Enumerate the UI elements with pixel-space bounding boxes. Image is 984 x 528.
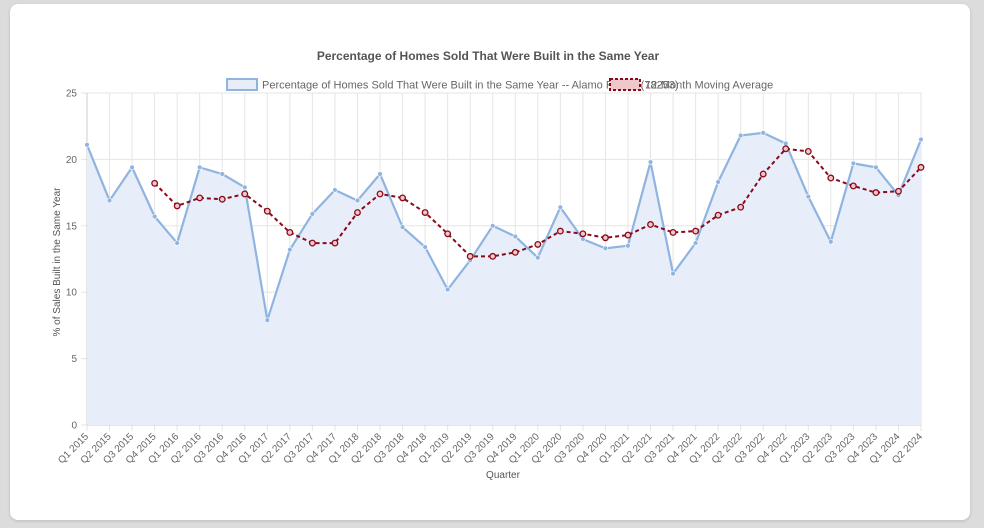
moving-average-point [624,231,632,239]
series-point [783,140,789,147]
legend-swatch-moving-average [609,78,641,91]
series-point [850,160,857,167]
moving-average-point [241,190,249,198]
y-tick-label: 20 [66,155,78,166]
moving-average-point [601,234,609,242]
moving-average-point [308,239,316,247]
moving-average-point [444,230,452,238]
series-point [692,240,699,246]
series-point [174,240,180,246]
series-point [602,245,609,252]
moving-average-point [489,252,497,260]
moving-average-point [669,228,677,236]
series-point [309,211,316,217]
series-point [332,187,338,193]
series-point [377,171,383,177]
series-point [557,204,564,210]
series-point [625,243,631,249]
series-point [647,159,654,165]
series-point [151,213,158,220]
moving-average-point [692,227,700,235]
series-line [85,131,923,322]
moving-average-point [218,195,226,203]
moving-average-point [151,179,159,187]
moving-average-point [376,190,384,198]
x-axis-title: Quarter [486,470,521,481]
series-point [84,142,90,148]
series-point [670,270,676,277]
series-point [760,130,766,136]
moving-average-point [804,147,812,155]
series-point [242,184,248,190]
series-point [106,197,113,204]
moving-average-point [737,203,745,211]
series-point [197,164,203,171]
series-point [219,171,225,177]
series-point [264,317,271,323]
y-tick-label: 25 [66,89,78,100]
chart-title: Percentage of Homes Sold That Were Built… [317,49,660,63]
moving-average-point [354,209,361,216]
legend: Percentage of Homes Sold That Were Built… [226,78,773,92]
moving-average-point [511,248,519,256]
series-point [422,244,428,250]
moving-average-point [759,170,767,178]
y-tick-label: 15 [66,221,78,232]
series-point [354,197,361,204]
chart-svg: Percentage of Homes Sold That Were Built… [52,49,925,481]
moving-average-point [714,211,722,219]
chart-card: Percentage of Homes Sold That Were Built… [10,4,970,520]
series-point [535,254,541,261]
moving-average-point [895,187,902,195]
moving-average-point [466,252,474,260]
legend-swatch-series [226,78,258,91]
y-tick-label: 10 [66,288,78,299]
moving-average-point [647,221,654,228]
y-axis-title: % of Sales Built in the Same Year [52,187,63,337]
moving-average-point [917,163,925,171]
moving-average-point [399,194,407,202]
series-point [918,136,924,143]
moving-average-point [173,202,181,210]
series-point [580,236,586,242]
series-area-fill [87,132,921,425]
series-point [512,233,518,240]
series-point [873,164,879,171]
moving-average-point [849,182,857,190]
moving-average-point [421,209,429,216]
series-point [805,193,811,200]
legend-label-series: Percentage of Homes Sold That Were Built… [262,80,679,92]
moving-average-point [534,240,542,248]
moving-average-point [263,207,271,215]
moving-average-point [556,227,564,235]
series-point [737,132,744,139]
legend-label-moving-average: 12-Month Moving Average [645,80,773,92]
series-point [129,164,135,171]
moving-average-point [872,189,880,197]
moving-average-point [782,145,790,153]
series-point [444,286,451,293]
series-point [287,247,293,253]
moving-average-point [286,228,294,236]
moving-average-point [196,194,204,202]
series-point [490,223,496,229]
y-axis: 0 5 10 15 20 25 [66,89,78,432]
moving-average-point [827,174,835,182]
y-tick-label: 5 [71,354,77,365]
moving-average-point [331,239,339,247]
series-point [828,239,834,245]
plot-area [84,130,925,425]
series-point [715,179,721,185]
y-tick-label: 0 [71,421,77,432]
series-point [399,224,406,230]
moving-average-point [579,230,587,238]
